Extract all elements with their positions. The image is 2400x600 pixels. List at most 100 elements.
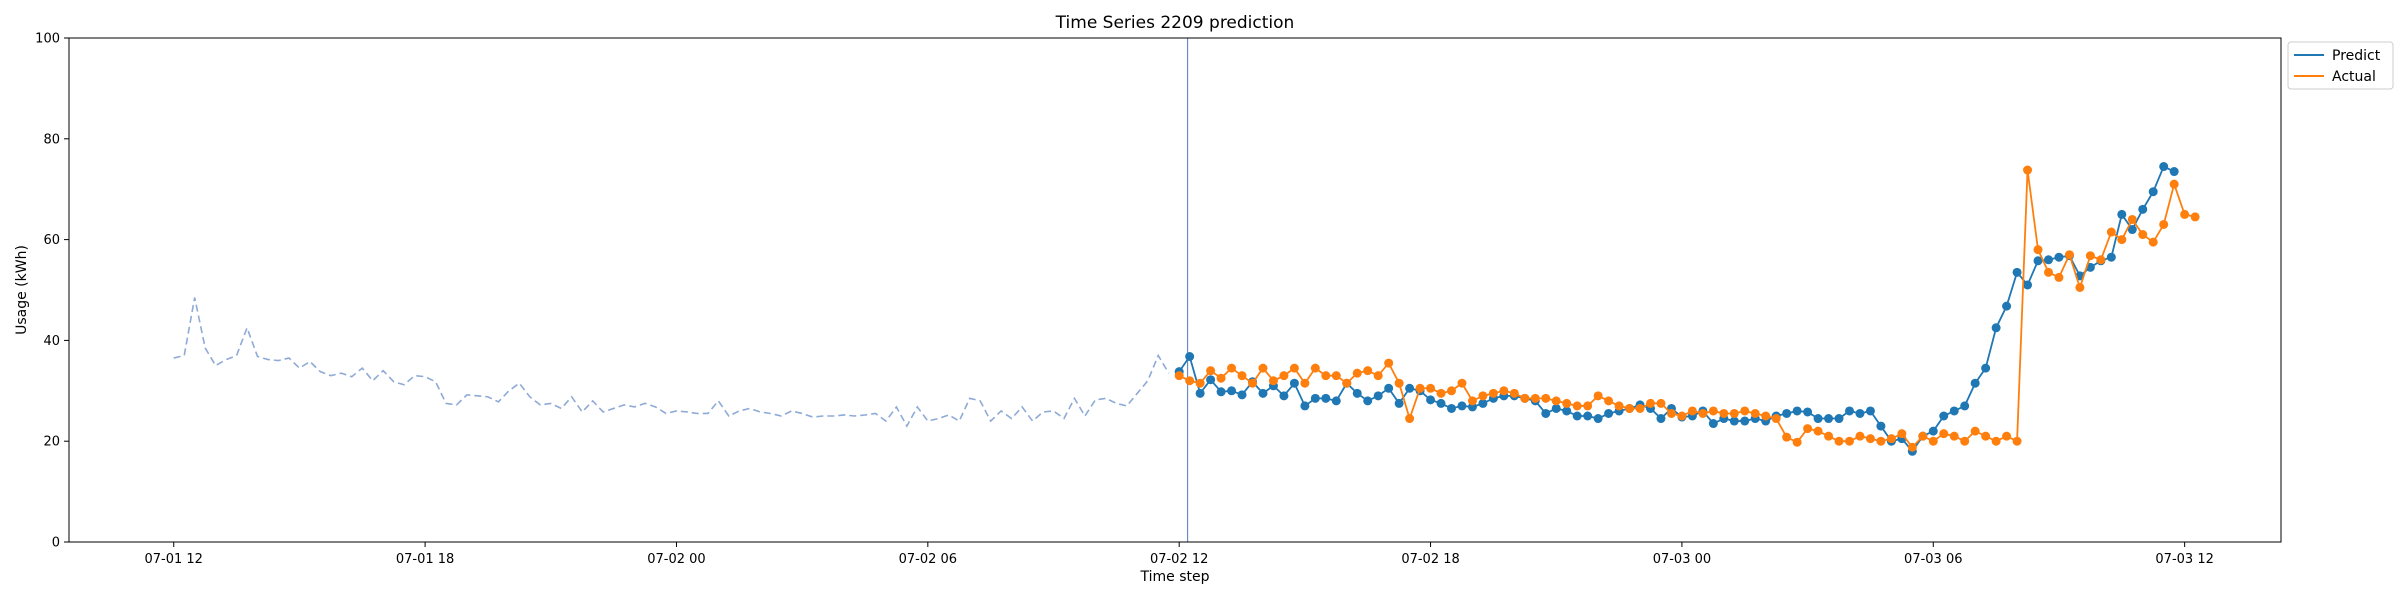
predict-point — [1300, 401, 1310, 411]
actual-point — [1740, 406, 1750, 416]
actual-point — [1792, 437, 1802, 447]
predict-point — [2159, 162, 2169, 172]
actual-point — [2180, 209, 2190, 219]
actual-point — [1719, 408, 1729, 418]
actual-point — [1625, 403, 1635, 413]
actual-point — [1928, 436, 1938, 446]
predict-point — [2117, 209, 2127, 219]
actual-point — [1530, 393, 1540, 403]
actual-point — [1698, 408, 1708, 418]
history-series-line — [173, 297, 1170, 428]
predict-point — [1405, 383, 1415, 393]
actual-point — [1248, 378, 1257, 388]
actual-point — [1258, 363, 1268, 373]
actual-point — [1687, 406, 1697, 416]
actual-point — [2159, 219, 2169, 229]
actual-point — [1195, 378, 1205, 388]
predict-point — [1426, 395, 1436, 405]
actual-point — [1310, 363, 1320, 373]
predict-point — [1824, 414, 1834, 424]
actual-point — [1373, 371, 1383, 381]
predict-point — [1551, 403, 1561, 413]
predict-point — [1206, 375, 1216, 385]
predict-point — [1844, 406, 1854, 416]
actual-point — [1865, 434, 1875, 444]
actual-point — [1478, 391, 1488, 401]
actual-point — [2043, 267, 2053, 277]
predict-point — [1258, 388, 1268, 398]
x-tick-label: 07-03 12 — [2155, 552, 2213, 567]
predict-point — [1310, 393, 1320, 403]
actual-point — [1729, 408, 1739, 418]
actual-point — [2138, 230, 2148, 240]
predict-point — [1782, 408, 1792, 418]
actual-point — [1813, 426, 1823, 436]
legend-box — [2287, 41, 2394, 90]
y-tick-label: 20 — [43, 435, 60, 450]
predict-point — [1447, 403, 1456, 413]
actual-point — [2023, 165, 2033, 175]
actual-point — [1352, 368, 1362, 378]
actual-point — [2190, 212, 2200, 222]
predict-point — [1216, 387, 1226, 397]
actual-point — [1300, 378, 1310, 388]
predict-point — [1729, 416, 1739, 426]
actual-point — [1289, 363, 1299, 373]
actual-point — [1635, 403, 1645, 413]
predict-point — [1803, 407, 1813, 417]
actual-point — [1750, 408, 1760, 418]
actual-point — [2054, 272, 2064, 282]
actual-point — [1488, 388, 1498, 398]
predict-point — [2169, 167, 2179, 177]
actual-point — [1771, 414, 1781, 424]
predict-point — [1289, 378, 1299, 388]
predict-point — [2012, 267, 2022, 277]
predict-series-line — [1178, 165, 2175, 453]
plot-frame — [68, 37, 2282, 543]
actual-point — [1646, 398, 1655, 408]
predict-point — [1321, 393, 1331, 403]
actual-point — [1918, 431, 1928, 441]
actual-point — [2096, 255, 2106, 265]
predict-point — [1834, 414, 1844, 424]
x-tick-label: 07-02 12 — [1150, 552, 1208, 567]
actual-point — [1499, 386, 1509, 396]
predict-point — [2106, 252, 2116, 262]
actual-point — [1227, 363, 1237, 373]
actual-point — [2064, 250, 2074, 260]
predict-point — [1457, 401, 1467, 411]
predict-point — [1656, 414, 1666, 424]
predict-point — [1949, 406, 1959, 416]
actual-point — [2106, 227, 2116, 237]
actual-point — [1436, 388, 1446, 398]
actual-series-line — [1178, 169, 2196, 449]
actual-point — [1467, 396, 1477, 406]
actual-point — [1384, 358, 1394, 368]
predict-point — [1279, 391, 1289, 401]
actual-point — [1991, 436, 2001, 446]
actual-point — [1960, 436, 1970, 446]
predict-point — [1373, 391, 1383, 401]
actual-point — [2075, 282, 2085, 292]
legend: Predict Actual — [2287, 41, 2394, 90]
actual-point — [1509, 388, 1519, 398]
actual-point — [1583, 401, 1593, 411]
predict-point — [1740, 416, 1750, 426]
predict-point — [1593, 414, 1603, 424]
actual-point — [1970, 426, 1980, 436]
predict-point — [2127, 225, 2137, 235]
predict-point — [1562, 406, 1572, 416]
actual-point — [2169, 179, 2179, 189]
actual-point — [1562, 398, 1572, 408]
predict-point — [1991, 323, 2001, 333]
actual-point — [1886, 434, 1896, 444]
predict-point — [1792, 406, 1802, 416]
predict-point — [1541, 408, 1551, 418]
y-tick-label: 100 — [35, 32, 60, 47]
actual-point — [1782, 432, 1792, 442]
x-tick-label: 07-02 00 — [647, 552, 705, 567]
predict-point — [1708, 419, 1718, 429]
y-tick-label: 60 — [43, 233, 60, 248]
predict-point — [1237, 390, 1247, 400]
actual-point — [1363, 366, 1373, 376]
